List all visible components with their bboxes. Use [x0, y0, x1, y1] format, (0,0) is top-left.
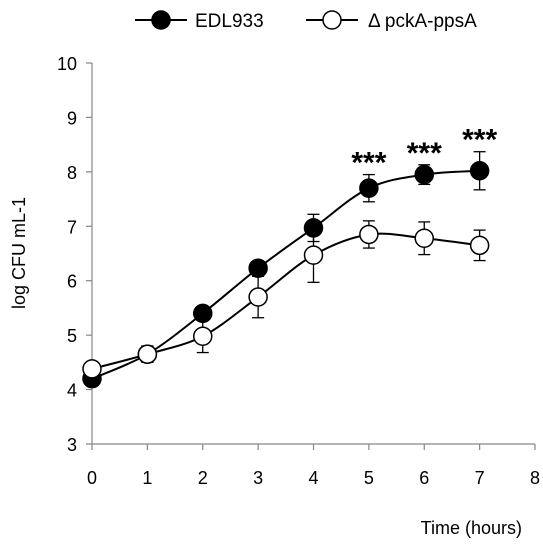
legend: EDL933 Δ pckA-ppsA — [135, 10, 477, 32]
x-tick-label: 3 — [253, 468, 263, 488]
y-tick-label: 4 — [67, 381, 77, 401]
data-point-open — [82, 359, 102, 379]
significance-marker: *** — [407, 137, 442, 170]
x-tick-label: 2 — [198, 468, 208, 488]
data-point-open — [359, 224, 379, 245]
x-tick-label: 6 — [419, 468, 429, 488]
significance-marker: *** — [462, 124, 497, 157]
y-tick-label: 7 — [67, 217, 77, 237]
x-tick-label: 1 — [142, 468, 152, 488]
legend-marker-open — [322, 10, 342, 30]
legend-label: Δ pckA-ppsA — [368, 11, 477, 32]
y-tick-label: 8 — [67, 163, 77, 183]
significance-marker: *** — [351, 147, 386, 180]
data-point-open — [414, 228, 434, 249]
plot-area: *** *** *** — [82, 124, 497, 389]
x-tick-label: 5 — [364, 468, 374, 488]
x-tick-label: 4 — [308, 468, 318, 488]
data-point-filled — [248, 258, 268, 278]
x-tick-label: 7 — [475, 468, 485, 488]
legend-item: EDL933 — [135, 10, 264, 32]
data-point-open — [137, 344, 158, 364]
data-point-open — [469, 235, 490, 256]
y-tick-label: 6 — [67, 272, 77, 292]
data-point-open — [303, 245, 324, 265]
x-tick-label: 0 — [87, 468, 97, 488]
y-tick-label: 5 — [67, 326, 77, 346]
legend-item: Δ pckA-ppsA — [306, 10, 477, 32]
series-mutant — [82, 220, 490, 379]
legend-label: EDL933 — [195, 11, 264, 32]
data-point-filled — [469, 161, 490, 181]
data-point-filled — [359, 178, 379, 198]
y-tick-label: 3 — [67, 435, 77, 455]
y-axis-label: log CFU mL-1 — [9, 197, 29, 309]
x-axis-label: Time (hours) — [421, 518, 522, 538]
axes: 0 1 2 3 4 5 6 7 8 3 4 5 6 7 8 9 10 — [57, 54, 540, 488]
legend-marker-filled — [151, 10, 171, 30]
x-tick-label: 8 — [530, 468, 540, 488]
data-point-open — [193, 326, 213, 346]
y-tick-label: 9 — [67, 108, 77, 128]
y-tick-label: 10 — [57, 54, 77, 74]
data-point-open — [248, 287, 268, 307]
data-point-filled — [414, 164, 434, 185]
